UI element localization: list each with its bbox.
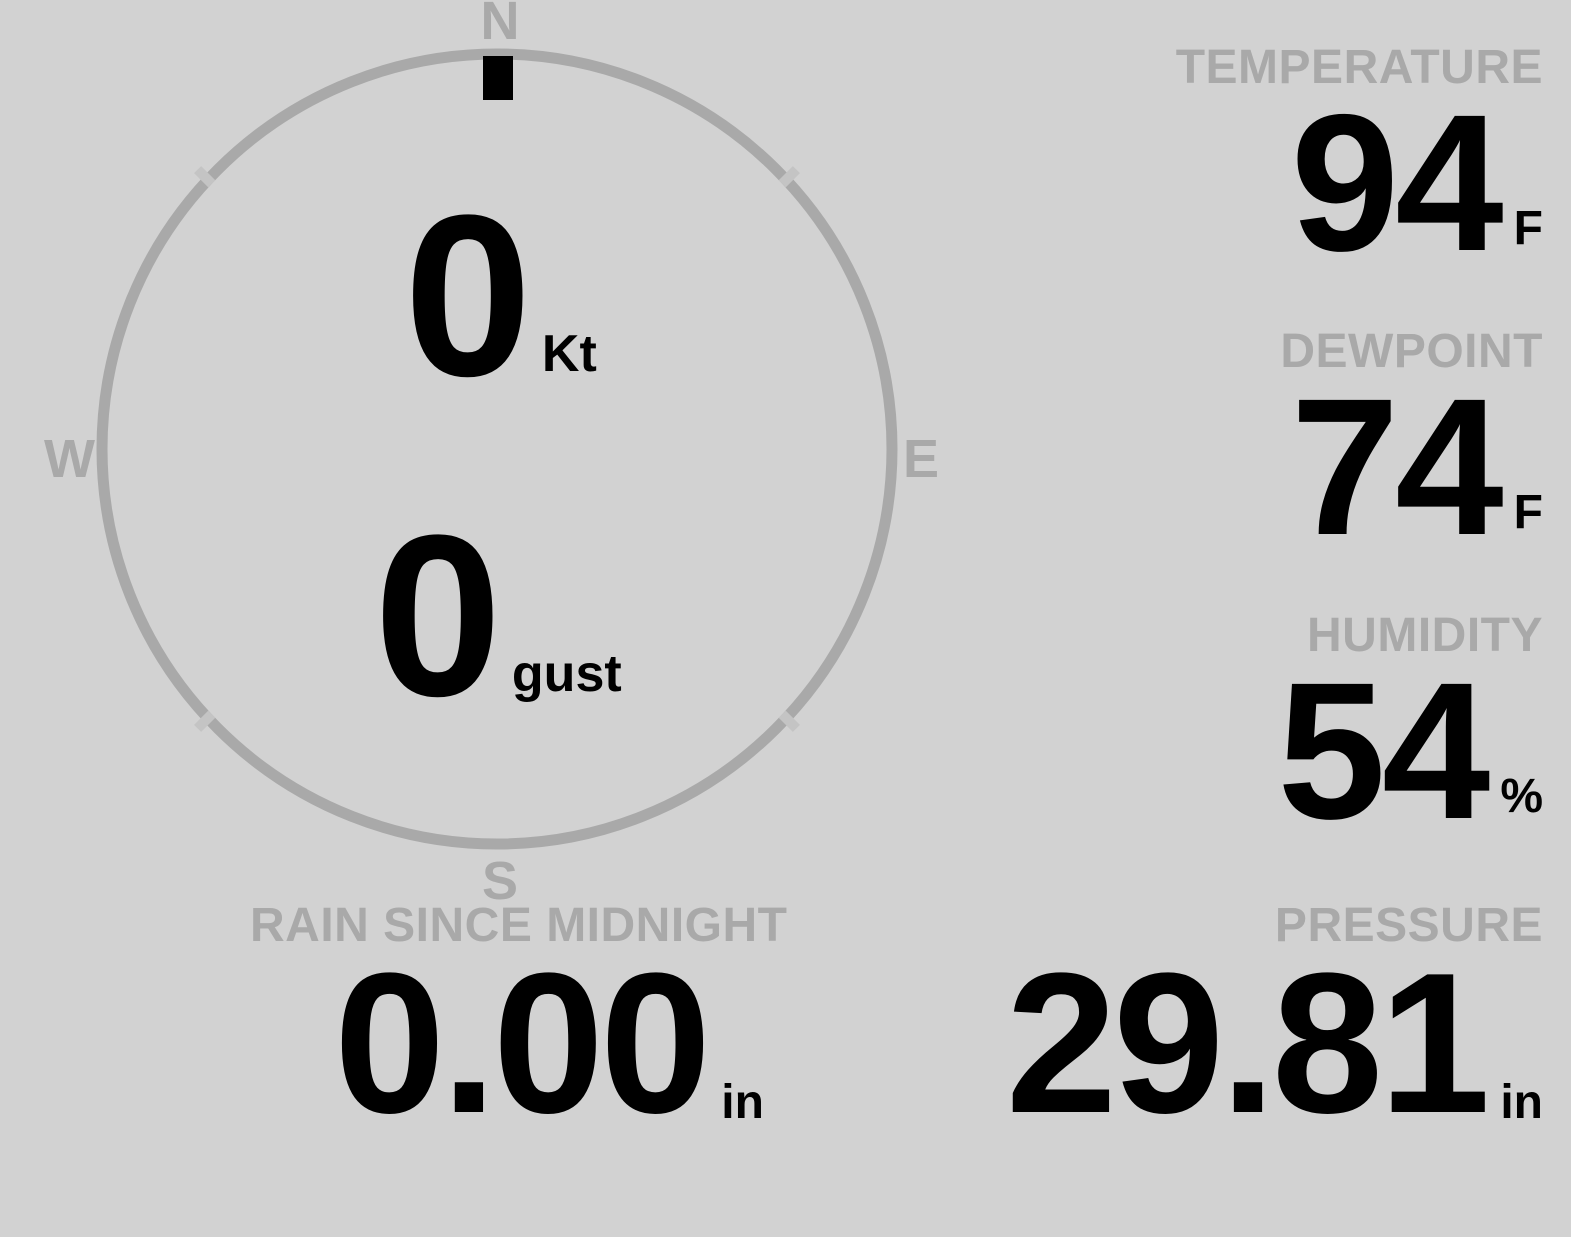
compass-dial-graphic xyxy=(96,48,898,850)
compass-label-south: S xyxy=(481,851,519,911)
temperature-value-row: 94 F xyxy=(1176,74,1543,292)
humidity-label: HUMIDITY xyxy=(1307,609,1543,662)
pressure-stat: PRESSURE 29.81 in xyxy=(1005,899,1543,1155)
humidity-value-row: 54 % xyxy=(1277,642,1543,860)
wind-speed-value: 0 xyxy=(404,167,532,424)
wind-direction-marker xyxy=(483,56,513,100)
humidity-unit: % xyxy=(1500,770,1543,823)
dewpoint-stat: DEWPOINT 74 F xyxy=(1280,325,1543,576)
pressure-label: PRESSURE xyxy=(1274,899,1543,952)
humidity-value: 54 xyxy=(1277,642,1490,860)
temperature-label: TEMPERATURE xyxy=(1175,41,1543,94)
temperature-unit: F xyxy=(1513,202,1543,255)
wind-speed-readout: 0 Kt xyxy=(404,167,597,424)
wind-gust-readout: 0 gust xyxy=(374,487,622,744)
compass-label-north: N xyxy=(480,0,520,51)
rain-stat: RAIN SINCE MIDNIGHT 0.00 in xyxy=(250,899,788,1155)
wind-gust-value: 0 xyxy=(374,487,502,744)
wind-gust-unit: gust xyxy=(511,645,622,703)
rain-value-row: 0.00 in xyxy=(250,932,788,1155)
compass-label-west: W xyxy=(44,429,95,489)
pressure-value-row: 29.81 in xyxy=(1005,932,1543,1155)
compass-tick-marks xyxy=(194,166,800,732)
rain-value: 0.00 xyxy=(334,932,711,1155)
humidity-stat: HUMIDITY 54 % xyxy=(1277,609,1543,860)
compass-ring xyxy=(96,48,898,850)
dewpoint-label: DEWPOINT xyxy=(1280,325,1543,378)
dewpoint-value: 74 xyxy=(1290,358,1504,576)
temperature-value: 94 xyxy=(1290,74,1504,292)
pressure-value: 29.81 xyxy=(1005,932,1490,1155)
rain-label: RAIN SINCE MIDNIGHT xyxy=(250,899,788,952)
temperature-stat: TEMPERATURE 94 F xyxy=(1175,41,1543,292)
rain-unit: in xyxy=(721,1076,764,1129)
compass-label-east: E xyxy=(903,429,940,489)
wind-compass: N E S W 0 Kt 0 gust xyxy=(0,0,1000,908)
wind-speed-unit: Kt xyxy=(541,325,597,383)
dewpoint-unit: F xyxy=(1513,486,1543,539)
pressure-unit: in xyxy=(1500,1076,1543,1129)
dewpoint-value-row: 74 F xyxy=(1280,358,1543,576)
